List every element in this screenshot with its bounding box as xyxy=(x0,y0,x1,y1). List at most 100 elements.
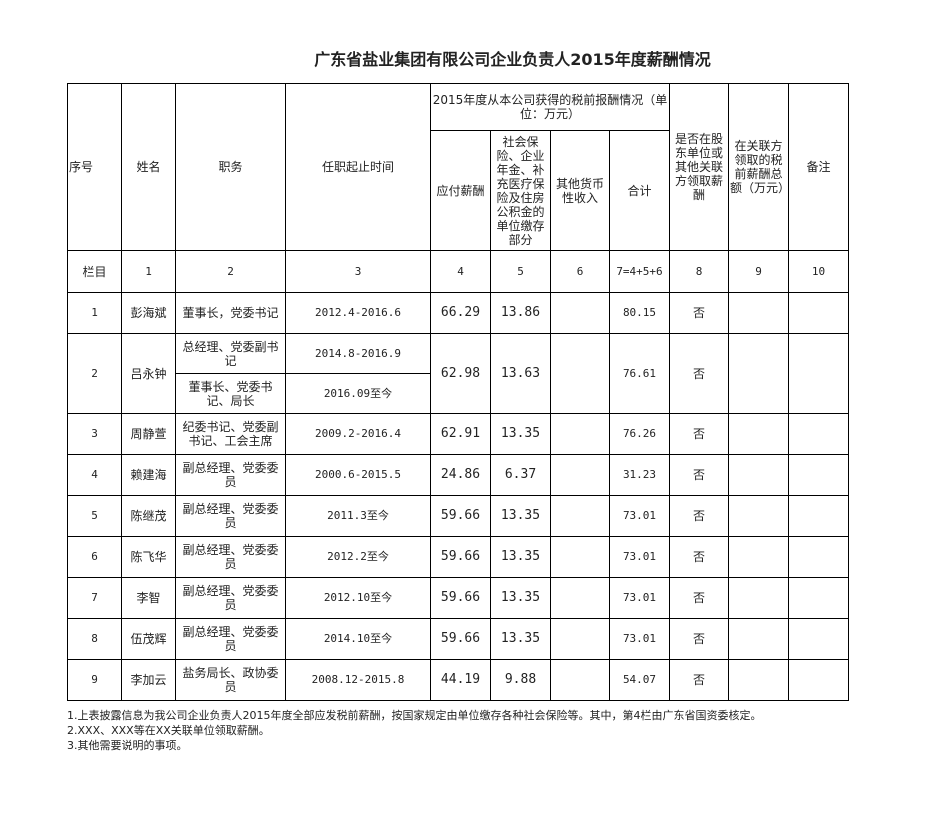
table-row: 3 周静萱 纪委书记、党委副书记、工会主席 2009.2-2016.4 62.91 13.… xyxy=(67,413,849,455)
header-name: 姓名 xyxy=(121,83,176,251)
insurance-cell: 13.35 xyxy=(490,618,551,660)
header-group: 2015年度从本公司获得的税前报酬情况（单位：万元） xyxy=(430,83,670,131)
salary-cell: 59.66 xyxy=(430,577,491,619)
other-income-cell xyxy=(550,333,610,414)
insurance-cell: 13.63 xyxy=(490,333,551,414)
table-row: 9 李加云 盐务局长、政协委员 2008.12-2015.8 44.19 9.88 54.0… xyxy=(67,659,849,701)
salary-cell: 62.91 xyxy=(430,413,491,455)
total-cell: 73.01 xyxy=(609,536,670,578)
related-amount-cell xyxy=(728,292,789,334)
header-remark: 备注 xyxy=(788,83,849,251)
other-income-cell xyxy=(550,618,610,660)
column-index-cell: 4 xyxy=(430,250,491,293)
name-cell: 陈继茂 xyxy=(121,495,176,537)
insurance-cell: 13.86 xyxy=(490,292,551,334)
related-amount-cell xyxy=(728,454,789,496)
name-cell: 李加云 xyxy=(121,659,176,701)
column-index-cell: 7=4+5+6 xyxy=(609,250,670,293)
name-cell: 李智 xyxy=(121,577,176,619)
related-amount-cell xyxy=(728,413,789,455)
term-cell: 2011.3至今 xyxy=(285,495,431,537)
header-term: 任职起止时间 xyxy=(285,83,431,251)
insurance-cell: 9.88 xyxy=(490,659,551,701)
footnote: 3.其他需要说明的事项。 xyxy=(67,739,188,752)
related-flag-cell: 否 xyxy=(669,454,729,496)
related-amount-cell xyxy=(728,333,789,414)
position-cell: 副总经理、党委委员 xyxy=(175,536,286,578)
related-flag-cell: 否 xyxy=(669,659,729,701)
related-amount-cell xyxy=(728,495,789,537)
position-cell: 副总经理、党委委员 xyxy=(175,577,286,619)
other-income-cell xyxy=(550,292,610,334)
salary-cell: 59.66 xyxy=(430,618,491,660)
name-cell: 吕永钟 xyxy=(121,333,176,414)
remark-cell xyxy=(788,292,849,334)
name-cell: 赖建海 xyxy=(121,454,176,496)
seq-cell: 8 xyxy=(67,618,122,660)
salary-cell: 62.98 xyxy=(430,333,491,414)
related-flag-cell: 否 xyxy=(669,333,729,414)
table-row: 8 伍茂辉 副总经理、党委委员 2014.10至今 59.66 13.35 73.01 否 xyxy=(67,618,849,660)
total-cell: 31.23 xyxy=(609,454,670,496)
term-cell: 2012.4-2016.6 xyxy=(285,292,431,334)
term-cell: 2008.12-2015.8 xyxy=(285,659,431,701)
term-cell: 2000.6-2015.5 xyxy=(285,454,431,496)
position-cell: 纪委书记、党委副书记、工会主席 xyxy=(175,413,286,455)
salary-table: 序号 姓名 职务 任职起止时间 2015年度从本公司获得的税前报酬情况（单位：万… xyxy=(67,83,849,701)
total-cell: 73.01 xyxy=(609,618,670,660)
remark-cell xyxy=(788,536,849,578)
seq-cell: 6 xyxy=(67,536,122,578)
column-index-cell: 栏目 xyxy=(67,250,122,293)
table-row: 6 陈飞华 副总经理、党委委员 2012.2至今 59.66 13.35 73.01 否 xyxy=(67,536,849,578)
total-cell: 73.01 xyxy=(609,577,670,619)
related-flag-cell: 否 xyxy=(669,536,729,578)
seq-cell: 2 xyxy=(67,333,122,414)
column-index-cell: 10 xyxy=(788,250,849,293)
name-cell: 陈飞华 xyxy=(121,536,176,578)
related-amount-cell xyxy=(728,618,789,660)
total-cell: 73.01 xyxy=(609,495,670,537)
other-income-cell xyxy=(550,454,610,496)
column-index-cell: 5 xyxy=(490,250,551,293)
total-cell: 54.07 xyxy=(609,659,670,701)
remark-cell xyxy=(788,577,849,619)
remark-cell xyxy=(788,413,849,455)
total-cell: 80.15 xyxy=(609,292,670,334)
related-flag-cell: 否 xyxy=(669,292,729,334)
related-flag-cell: 否 xyxy=(669,495,729,537)
term-cell: 2009.2-2016.4 xyxy=(285,413,431,455)
insurance-cell: 6.37 xyxy=(490,454,551,496)
insurance-cell: 13.35 xyxy=(490,413,551,455)
seq-cell: 9 xyxy=(67,659,122,701)
header-position: 职务 xyxy=(175,83,286,251)
header-insurance: 社会保险、企业年金、补充医疗保险及住房公积金的单位缴存部分 xyxy=(490,130,551,251)
related-flag-cell: 否 xyxy=(669,618,729,660)
related-amount-cell xyxy=(728,536,789,578)
insurance-cell: 13.35 xyxy=(490,536,551,578)
column-index-cell: 1 xyxy=(121,250,176,293)
column-index-cell: 2 xyxy=(175,250,286,293)
insurance-cell: 13.35 xyxy=(490,495,551,537)
total-cell: 76.26 xyxy=(609,413,670,455)
seq-cell: 4 xyxy=(67,454,122,496)
column-index-cell: 8 xyxy=(669,250,729,293)
header-related-amount: 在关联方领取的税前薪酬总额（万元） xyxy=(728,83,789,251)
related-amount-cell xyxy=(728,577,789,619)
salary-cell: 59.66 xyxy=(430,536,491,578)
seq-cell: 1 xyxy=(67,292,122,334)
page-title: 广东省盐业集团有限公司企业负责人2015年度薪酬情况 xyxy=(314,50,711,69)
salary-cell: 44.19 xyxy=(430,659,491,701)
remark-cell xyxy=(788,618,849,660)
other-income-cell xyxy=(550,577,610,619)
related-flag-cell: 否 xyxy=(669,413,729,455)
table-row: 4 赖建海 副总经理、党委委员 2000.6-2015.5 24.86 6.37 31.23… xyxy=(67,454,849,496)
position-cell: 副总经理、党委委员 xyxy=(175,495,286,537)
table-row: 2 吕永钟 总经理、党委副书记 2014.8-2016.9 62.98 13.63 76.6… xyxy=(67,333,849,414)
header-total: 合计 xyxy=(609,130,670,251)
term-cell: 2012.10至今 xyxy=(285,577,431,619)
name-cell: 伍茂辉 xyxy=(121,618,176,660)
other-income-cell xyxy=(550,413,610,455)
header-other: 其他货币性收入 xyxy=(550,130,610,251)
name-cell: 彭海斌 xyxy=(121,292,176,334)
position-cell: 盐务局长、政协委员 xyxy=(175,659,286,701)
